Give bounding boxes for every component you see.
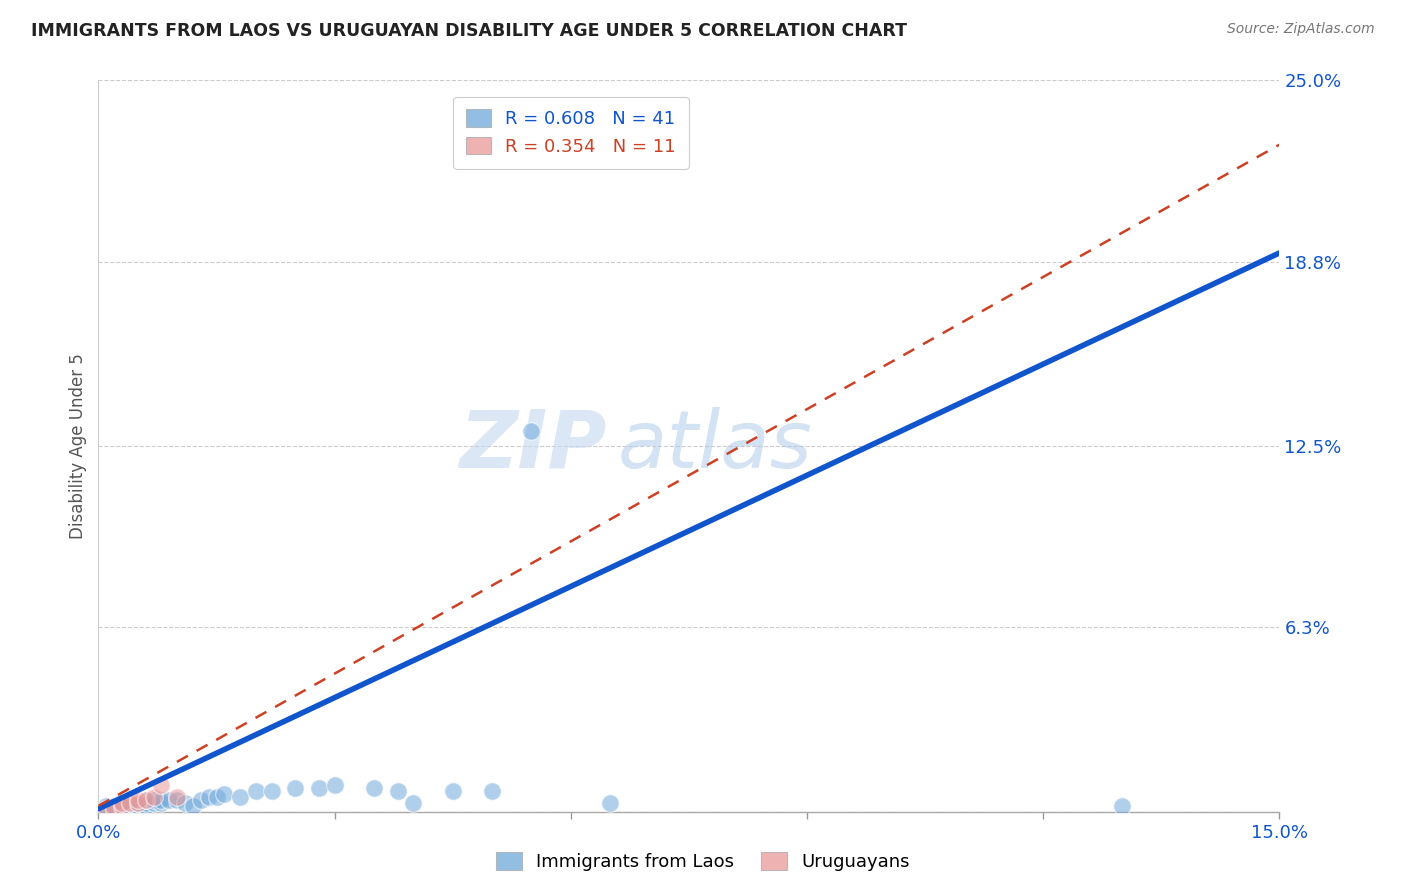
Point	[441, 784, 464, 798]
Point	[174, 796, 197, 810]
Point	[1111, 798, 1133, 813]
Point	[260, 784, 283, 798]
Point	[118, 802, 141, 816]
Point	[127, 796, 149, 810]
Point	[111, 802, 134, 816]
Point	[181, 798, 204, 813]
Point	[111, 796, 134, 810]
Point	[103, 798, 125, 813]
Point	[363, 781, 385, 796]
Point	[127, 793, 149, 807]
Y-axis label: Disability Age Under 5: Disability Age Under 5	[69, 353, 87, 539]
Point	[150, 778, 173, 792]
Point	[402, 796, 425, 810]
Point	[284, 781, 307, 796]
Point	[135, 793, 157, 807]
Legend: R = 0.608   N = 41, R = 0.354   N = 11: R = 0.608 N = 41, R = 0.354 N = 11	[453, 96, 689, 169]
Point	[190, 793, 212, 807]
Text: IMMIGRANTS FROM LAOS VS URUGUAYAN DISABILITY AGE UNDER 5 CORRELATION CHART: IMMIGRANTS FROM LAOS VS URUGUAYAN DISABI…	[31, 22, 907, 40]
Point	[96, 802, 118, 816]
Point	[111, 798, 134, 813]
Point	[118, 796, 141, 810]
Point	[308, 781, 330, 796]
Point	[229, 790, 252, 805]
Point	[481, 784, 503, 798]
Point	[520, 425, 543, 439]
Legend: Immigrants from Laos, Uruguayans: Immigrants from Laos, Uruguayans	[489, 846, 917, 879]
Point	[103, 802, 125, 816]
Text: Source: ZipAtlas.com: Source: ZipAtlas.com	[1227, 22, 1375, 37]
Point	[135, 796, 157, 810]
Point	[599, 796, 621, 810]
Point	[245, 784, 267, 798]
Point	[166, 790, 188, 805]
Text: atlas: atlas	[619, 407, 813, 485]
Point	[111, 798, 134, 813]
Point	[214, 787, 236, 801]
Point	[135, 793, 157, 807]
Point	[150, 796, 173, 810]
Point	[127, 796, 149, 810]
Point	[323, 778, 346, 792]
Point	[166, 793, 188, 807]
Point	[118, 796, 141, 810]
Point	[127, 798, 149, 813]
Point	[118, 798, 141, 813]
Point	[150, 793, 173, 807]
Text: ZIP: ZIP	[458, 407, 606, 485]
Point	[96, 798, 118, 813]
Point	[205, 790, 228, 805]
Point	[197, 790, 219, 805]
Point	[142, 796, 165, 810]
Point	[111, 796, 134, 810]
Point	[135, 798, 157, 813]
Point	[157, 793, 180, 807]
Point	[142, 790, 165, 805]
Point	[96, 802, 118, 816]
Point	[103, 802, 125, 816]
Point	[387, 784, 409, 798]
Point	[142, 793, 165, 807]
